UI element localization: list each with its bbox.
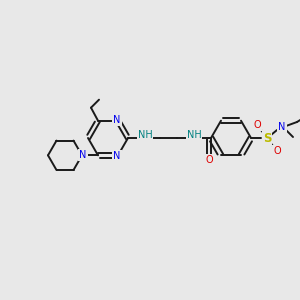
- Text: NH: NH: [187, 130, 201, 140]
- Text: O: O: [205, 155, 213, 165]
- Text: N: N: [113, 115, 121, 125]
- Text: NH: NH: [138, 130, 152, 140]
- Text: O: O: [253, 120, 261, 130]
- Text: O: O: [273, 146, 281, 156]
- Text: N: N: [278, 122, 286, 132]
- Text: N: N: [113, 151, 121, 161]
- Text: S: S: [263, 131, 271, 145]
- Text: N: N: [79, 150, 87, 160]
